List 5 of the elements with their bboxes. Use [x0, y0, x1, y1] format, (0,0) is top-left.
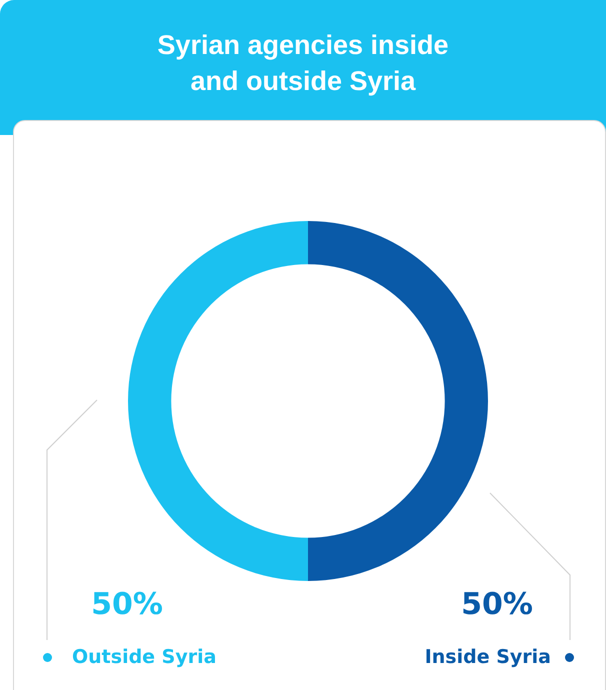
data-label: 50%	[461, 586, 533, 622]
legend-label: Outside Syria	[72, 646, 216, 668]
chart-title: Syrian agencies inside and outside Syria	[156, 29, 450, 98]
data-label: 50%	[91, 586, 163, 622]
slice-label: Inside Syria	[424, 646, 551, 668]
